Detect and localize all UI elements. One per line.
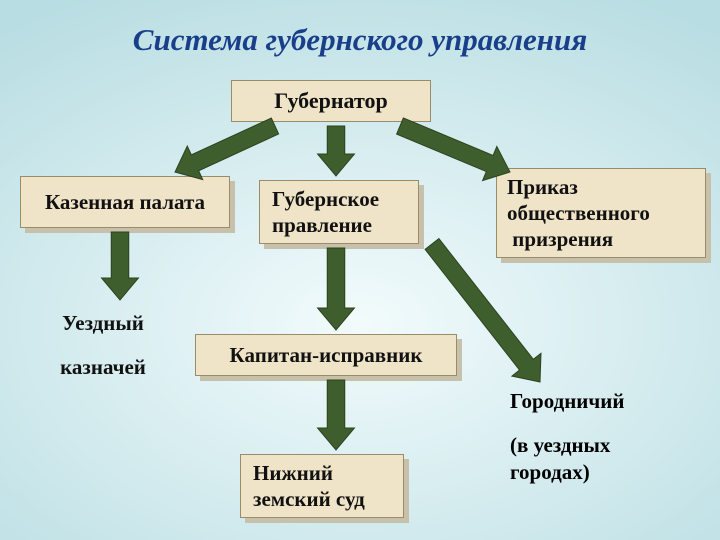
box-order: Приказобщественного призрения [496,168,706,258]
box-court: Нижнийземский суд [240,454,404,518]
label-gorod2: (в уездных городах) [510,432,690,487]
box-captain: Капитан-исправник [195,334,457,376]
page-title: Система губернского управления [0,22,720,58]
label-gorod1: Городничий [510,388,624,415]
box-treasury: Казенная палата [20,176,230,228]
box-treasurer: Уездныйказначей [33,304,173,386]
box-governor: Губернатор [231,80,431,122]
box-board: Губернскоеправление [259,180,419,244]
